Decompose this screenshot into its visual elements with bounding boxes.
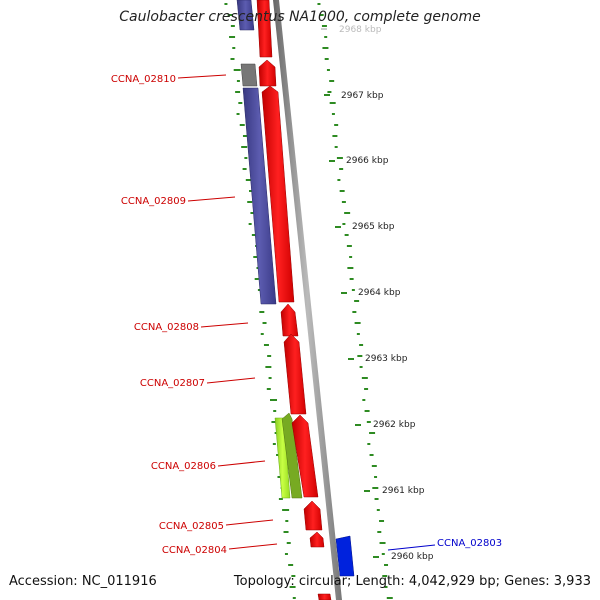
gene-label-text: CCNA_02805 — [159, 521, 224, 532]
ruler-tick-label: 2962 kbp — [373, 420, 416, 430]
ruler-tick: 2961 kbp — [364, 486, 425, 496]
ruler-tick: 2964 kbp — [341, 288, 401, 298]
ruler-tick-label: 2967 kbp — [341, 91, 384, 101]
ruler-tick-label: 2961 kbp — [382, 486, 425, 496]
gene-label-ccna-02805[interactable]: CCNA_02805 — [159, 519, 274, 532]
reverse-cds-track — [236, 0, 291, 499]
gene-label-ccna-02809[interactable]: CCNA_02809 — [121, 196, 236, 207]
forward-cds-track — [256, 0, 355, 600]
gene-label-ccna-02810[interactable]: CCNA_02810 — [111, 74, 227, 85]
ruler-tick-label: 2968 kbp — [339, 25, 382, 35]
gene-label-ccna-02803[interactable]: CCNA_02803 — [387, 538, 502, 551]
ruler-tick-label: 2964 kbp — [358, 288, 401, 298]
gene-label-ccna-02804[interactable]: CCNA_02804 — [162, 543, 278, 556]
ruler-tick: 2965 kbp — [335, 222, 395, 232]
gene-label-ccna-02807[interactable]: CCNA_02807 — [140, 377, 256, 389]
cds-block[interactable] — [256, 0, 273, 58]
ruler-tick: 2963 kbp — [348, 354, 408, 364]
ruler-tick: 2960 kbp — [373, 552, 434, 562]
ruler-tick-label: 2966 kbp — [346, 156, 389, 166]
ruler-tick-label: 2965 kbp — [352, 222, 395, 232]
gene-label-ccna-02806[interactable]: CCNA_02806 — [151, 460, 266, 472]
ruler-tick-label: 2963 kbp — [365, 354, 408, 364]
map-title: Caulobacter crescentus NA1000, complete … — [119, 9, 481, 25]
ruler: 2968 kbp 2967 kbp 2966 kbp 2965 kbp 2964… — [321, 25, 434, 562]
gene-label-text: CCNA_02809 — [121, 196, 186, 207]
gene-label-text: CCNA_02808 — [134, 322, 199, 333]
cds-block[interactable] — [309, 531, 325, 548]
genome-backbone — [273, 0, 342, 600]
gene-label-text: CCNA_02807 — [140, 378, 205, 389]
gene-label-text: CCNA_02806 — [151, 461, 216, 472]
cds-block[interactable] — [242, 87, 277, 305]
gene-label-text: CCNA_02804 — [162, 545, 227, 556]
ruler-tick: 2962 kbp — [355, 420, 416, 430]
cds-block[interactable] — [283, 333, 307, 415]
cds-block[interactable] — [303, 500, 323, 531]
cds-block[interactable] — [240, 63, 258, 87]
cds-block[interactable] — [280, 303, 299, 337]
genome-summary-text: Topology: circular; Length: 4,042,929 bp… — [233, 574, 591, 589]
gene-label-ccna-02808[interactable]: CCNA_02808 — [134, 322, 249, 333]
cds-block[interactable] — [258, 59, 277, 87]
cds-block[interactable] — [274, 417, 291, 499]
accession-text: Accession: NC_011916 — [9, 574, 157, 589]
ruler-tick-label: 2960 kbp — [391, 552, 434, 562]
cds-block[interactable] — [317, 593, 332, 600]
cds-block[interactable] — [291, 414, 319, 498]
ruler-tick: 2966 kbp — [329, 156, 389, 166]
cds-block[interactable] — [261, 85, 295, 303]
cds-block[interactable] — [335, 535, 355, 577]
ruler-tick: 2967 kbp — [324, 91, 384, 101]
cds-block[interactable] — [236, 0, 255, 31]
gene-label-text: CCNA_02803 — [437, 538, 502, 549]
cds-block[interactable] — [281, 412, 303, 499]
ruler-tick: 2968 kbp — [321, 25, 382, 35]
gene-label-text: CCNA_02810 — [111, 74, 176, 85]
gene-labels: CCNA_02810 CCNA_02809 CCNA_02808 CCNA_02… — [111, 74, 502, 556]
